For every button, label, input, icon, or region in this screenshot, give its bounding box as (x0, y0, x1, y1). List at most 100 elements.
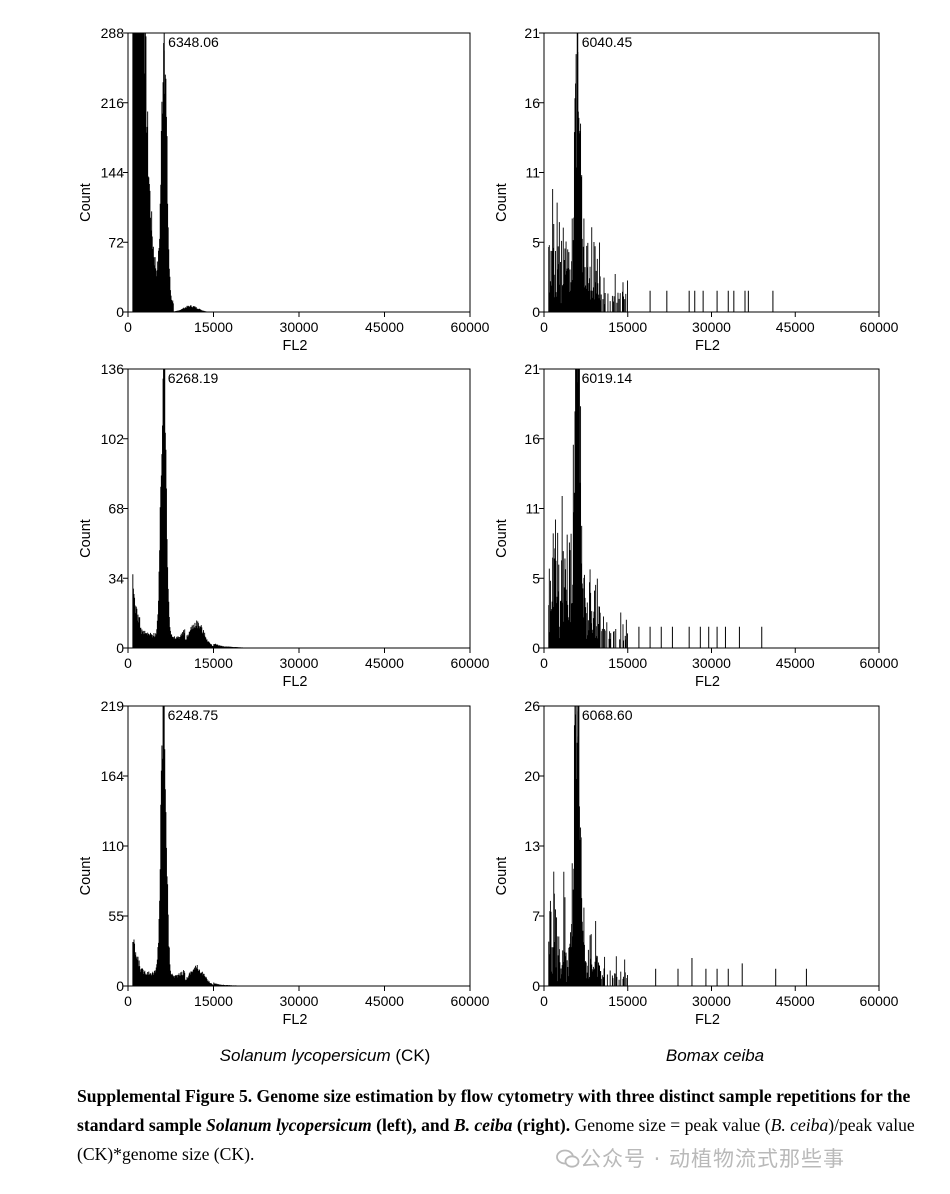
watermark: 公众号 · 动植物流式那些事 (556, 1143, 845, 1173)
right-column-label: Bomax ceiba (540, 1046, 890, 1066)
y-tick-label: 13 (524, 838, 540, 854)
y-tick-label: 20 (524, 768, 540, 784)
y-tick-label: 0 (532, 640, 540, 656)
peak-value-label: 6040.45 (582, 34, 633, 50)
x-tick-label: 15000 (194, 655, 233, 671)
plot-frame (127, 705, 471, 987)
histogram-bars (548, 369, 763, 648)
peak-value-label: 6019.14 (582, 370, 633, 386)
histogram-bars (548, 33, 774, 312)
y-tick-label: 68 (108, 501, 124, 517)
x-tick-label: 60000 (451, 655, 490, 671)
caption-text-b: )/peak value (CK)*genome size (CK). (77, 1115, 915, 1164)
histogram-panel-middle-right: 6019.14 0 15000 30000 45000 60000 0 5 11 16 21 FL2 C… (494, 361, 899, 690)
histogram-bars (132, 706, 250, 986)
y-tick-label: 72 (108, 234, 124, 250)
x-tick-label: 45000 (365, 319, 404, 335)
histogram-bars-path (548, 706, 628, 986)
caption-bold-species2: B. ceiba (453, 1115, 513, 1135)
y-tick-label: 0 (116, 640, 124, 656)
x-tick-label: 15000 (608, 993, 647, 1009)
x-tick-label: 0 (124, 319, 132, 335)
y-tick-label: 16 (524, 431, 540, 447)
left-species-suffix: (CK) (390, 1046, 431, 1065)
y-tick-label: 164 (101, 768, 125, 784)
watermark-text: 公众号 · 动植物流式那些事 (580, 1147, 846, 1171)
histogram-bars-path (132, 33, 210, 312)
y-axis-label: Count (78, 857, 94, 896)
caption-text-a: Genome size = peak value ( (570, 1115, 771, 1135)
caption-ital-a: B. ceiba (770, 1115, 829, 1135)
y-tick-label: 11 (525, 165, 540, 181)
y-tick-label: 0 (532, 978, 540, 994)
caption-bold-species: Solanum lycopersicum (206, 1115, 372, 1135)
histogram-bars-path (548, 33, 628, 312)
x-tick-label: 0 (124, 655, 132, 671)
x-tick-label: 30000 (280, 319, 319, 335)
histogram-bars (132, 369, 251, 648)
histogram-bars-path (132, 369, 251, 648)
histogram-bars (132, 33, 210, 312)
y-tick-label: 16 (524, 95, 540, 111)
x-tick-label: 15000 (194, 993, 233, 1009)
plot-frame (127, 368, 471, 649)
histogram-panel-bottom-right: 6068.60 0 15000 30000 45000 60000 0 7 13 20 26 FL2 C… (494, 698, 899, 1028)
x-tick-label: 30000 (692, 655, 731, 671)
histogram-panel-middle-left: 6268.19 0 15000 30000 45000 60000 0 34 68 102 136 F… (78, 361, 490, 690)
y-tick-label: 219 (101, 698, 125, 714)
x-tick-label: 45000 (776, 319, 815, 335)
peak-value-label: 6248.75 (168, 707, 219, 723)
y-tick-label: 0 (116, 304, 124, 320)
caption-bold-b: (left), and (371, 1115, 454, 1135)
histogram-panel-top-right: 6040.45 0 15000 30000 45000 60000 0 5 11 16 21 FL2 C… (494, 25, 899, 354)
x-tick-label: 60000 (451, 993, 490, 1009)
y-tick-label: 21 (524, 361, 540, 377)
histogram-panel-top-left: 6348.06 0 15000 30000 45000 60000 0 72 144 216 288… (78, 25, 490, 354)
y-axis-label: Count (78, 519, 94, 558)
y-tick-label: 216 (101, 95, 125, 111)
y-tick-label: 11 (525, 501, 540, 517)
x-axis-label: FL2 (283, 1012, 308, 1028)
flow-cytometry-figure: 6348.06 0 15000 30000 45000 60000 0 72 144 216 288… (78, 25, 899, 1028)
figure-caption: Supplemental Figure 5. Genome size estim… (77, 1082, 917, 1169)
x-tick-label: 45000 (365, 993, 404, 1009)
x-tick-label: 0 (540, 993, 548, 1009)
peak-value-label: 6348.06 (168, 34, 219, 50)
y-tick-label: 5 (532, 234, 540, 250)
y-tick-label: 34 (108, 570, 124, 586)
y-axis-label: Count (78, 183, 94, 222)
right-species-name: Bomax ceiba (665, 1046, 765, 1065)
histogram-bars-path (548, 369, 628, 648)
x-tick-label: 15000 (608, 655, 647, 671)
x-tick-label: 30000 (692, 993, 731, 1009)
left-column-label: Solanum lycopersicum (CK) (150, 1046, 500, 1066)
x-axis-label: FL2 (283, 674, 308, 690)
x-tick-label: 45000 (365, 655, 404, 671)
x-tick-label: 15000 (608, 319, 647, 335)
y-tick-label: 26 (524, 698, 540, 714)
y-tick-label: 5 (532, 570, 540, 586)
x-tick-label: 60000 (860, 655, 899, 671)
peak-value-label: 6068.60 (582, 707, 633, 723)
y-tick-label: 55 (108, 908, 124, 924)
y-tick-label: 288 (101, 25, 125, 41)
histogram-bars (548, 706, 807, 986)
y-tick-label: 0 (116, 978, 124, 994)
y-axis-label: Count (494, 857, 510, 896)
y-axis-label: Count (494, 519, 510, 558)
histogram-panel-bottom-left: 6248.75 0 15000 30000 45000 60000 0 55 110 164 219… (78, 698, 490, 1028)
y-axis-label: Count (494, 183, 510, 222)
x-tick-label: 30000 (280, 655, 319, 671)
x-tick-label: 60000 (860, 319, 899, 335)
x-tick-label: 15000 (194, 319, 233, 335)
x-tick-label: 60000 (451, 319, 490, 335)
x-axis-label: FL2 (283, 338, 308, 354)
y-tick-label: 110 (102, 838, 125, 854)
y-tick-label: 7 (532, 908, 540, 924)
caption-bold-c: (right). (512, 1115, 571, 1135)
x-tick-label: 45000 (776, 993, 815, 1009)
x-tick-label: 60000 (860, 993, 899, 1009)
y-tick-label: 136 (101, 361, 125, 377)
x-axis-label: FL2 (695, 674, 720, 690)
y-tick-label: 21 (524, 25, 540, 41)
